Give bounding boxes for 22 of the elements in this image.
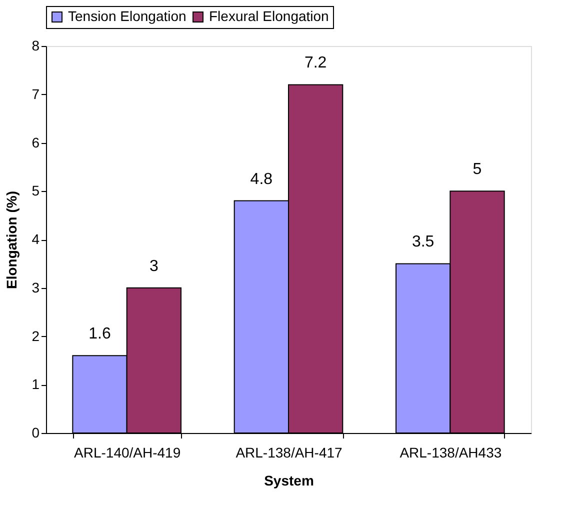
y-axis-title: Elongation (%)	[4, 191, 20, 289]
y-tick-label: 3	[32, 279, 40, 296]
y-tick-label: 1	[32, 376, 40, 392]
legend-label: Flexural Elongation	[209, 8, 329, 24]
x-axis-title: System	[264, 472, 314, 488]
x-tick-label: ARL-138/AH-417	[236, 444, 343, 460]
data-label: 1.6	[88, 326, 111, 343]
data-label: 5	[472, 161, 482, 178]
y-tick-label: 6	[32, 134, 40, 150]
data-label: 7.2	[304, 54, 327, 72]
data-label: 3.5	[412, 234, 434, 251]
legend-label: Tension Elongation	[68, 8, 186, 24]
y-tick-label: 0	[32, 424, 40, 440]
y-tick-label: 4	[32, 231, 40, 247]
data-label: 3	[149, 258, 158, 275]
y-tick-label: 2	[32, 328, 40, 344]
x-tick-label: ARL-140/AH-419	[74, 444, 181, 460]
y-tick-label: 5	[32, 182, 40, 199]
x-tick-label: ARL-138/AH433	[400, 444, 502, 460]
y-tick-label: 8	[32, 38, 40, 54]
y-tick-label: 7	[32, 86, 40, 102]
data-label: 4.8	[250, 170, 273, 188]
